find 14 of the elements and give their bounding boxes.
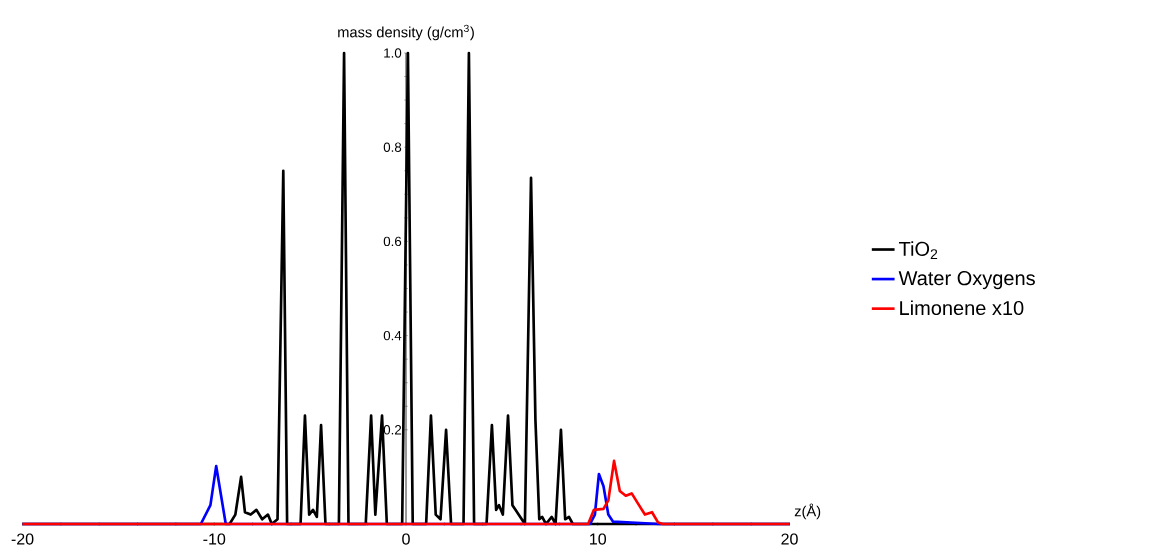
y-tick-label: 0.6: [383, 236, 402, 247]
x-tick-label: -20: [11, 533, 34, 545]
x-tick-label: 0: [402, 533, 410, 545]
legend-label: Water Oxygens: [898, 271, 1035, 290]
x-tick-label: 20: [781, 533, 798, 545]
y-tick-label: 0.8: [383, 142, 402, 152]
legend-label: Limonene x10: [900, 300, 1024, 316]
legend-label: TiO$_{2}$: [899, 241, 938, 259]
x-tick-label: 10: [590, 533, 607, 545]
x-axis-title: z(Å): [794, 503, 821, 520]
x-tick-label: -10: [203, 533, 226, 545]
y-tick-label: 0.4: [383, 330, 402, 341]
y-tick-label: 1.0: [384, 48, 402, 58]
y-axis-title: mass density (g/cm$^{3}$): [338, 24, 474, 41]
